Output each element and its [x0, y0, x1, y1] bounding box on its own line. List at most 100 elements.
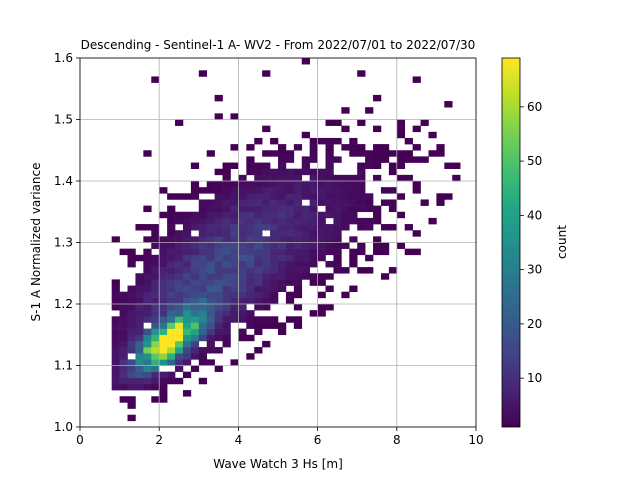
x-tick-label: 10	[468, 433, 483, 447]
heatmap-cell	[309, 199, 318, 206]
heatmap-cell	[278, 322, 287, 329]
heatmap-cell	[143, 205, 152, 213]
heatmap-cell	[254, 205, 263, 213]
heatmap-cell	[190, 353, 200, 360]
heatmap-cell	[167, 248, 176, 256]
heatmap-cell	[167, 377, 176, 385]
heatmap-cell	[222, 267, 231, 274]
heatmap-cell	[182, 347, 192, 354]
heatmap-cell	[190, 187, 200, 194]
heatmap-cell	[167, 316, 176, 323]
y-tick-label: 1.0	[54, 420, 73, 434]
heatmap-cell	[206, 230, 215, 237]
heatmap-cell	[293, 242, 303, 249]
heatmap-cell	[151, 304, 160, 311]
heatmap-cell	[167, 359, 176, 366]
heatmap-cell	[159, 304, 168, 311]
heatmap-cell	[111, 359, 120, 366]
heatmap-cell	[159, 328, 168, 336]
heatmap-cell	[143, 260, 152, 268]
heatmap-cell	[396, 125, 406, 133]
heatmap-cell	[230, 260, 239, 268]
heatmap-cell	[214, 322, 223, 329]
heatmap-cell	[278, 205, 287, 213]
heatmap-cell	[206, 205, 215, 213]
heatmap-cell	[246, 162, 255, 169]
heatmap-cell	[119, 377, 128, 385]
heatmap-cell	[293, 236, 303, 243]
heatmap-cell	[206, 254, 215, 262]
heatmap-cell	[262, 224, 271, 231]
heatmap-cell	[190, 297, 200, 305]
heatmap-cell	[182, 371, 192, 379]
heatmap-cell	[238, 297, 247, 305]
heatmap-cell	[309, 254, 318, 262]
heatmap-cell	[285, 168, 295, 176]
heatmap-cell	[135, 377, 144, 385]
heatmap-cell	[214, 199, 223, 206]
heatmap-cell	[119, 353, 128, 360]
heatmap-cell	[278, 193, 287, 200]
heatmap-cell	[254, 273, 263, 280]
heatmap-cell	[230, 187, 239, 194]
heatmap-cell	[246, 156, 255, 163]
heatmap-cell	[317, 168, 326, 176]
heatmap-cell	[428, 131, 437, 139]
heatmap-cell	[301, 168, 310, 176]
heatmap-cell	[246, 236, 255, 243]
heatmap-cell	[222, 230, 231, 237]
heatmap-cell	[143, 316, 152, 323]
heatmap-cell	[309, 193, 318, 200]
heatmap-cell	[111, 334, 120, 342]
heatmap-cell	[285, 242, 295, 249]
heatmap-cell	[206, 316, 215, 323]
heatmap-cell	[373, 205, 382, 213]
heatmap-cell	[111, 297, 120, 305]
heatmap-cell	[167, 279, 176, 286]
heatmap-cell	[190, 285, 200, 292]
heatmap-cell	[254, 187, 263, 194]
heatmap-cell	[143, 236, 152, 243]
heatmap-cell	[175, 291, 184, 299]
heatmap-cell	[230, 199, 239, 206]
heatmap-cell	[254, 236, 263, 243]
heatmap-cell	[198, 70, 208, 77]
heatmap-cell	[222, 328, 231, 336]
heatmap-cell	[412, 181, 421, 188]
heatmap-cell	[380, 199, 390, 206]
heatmap-cell	[238, 211, 247, 219]
heatmap-cell	[230, 304, 239, 311]
heatmap-cell	[222, 273, 231, 280]
heatmap-cell	[159, 377, 168, 385]
heatmap-cell	[262, 279, 271, 286]
heatmap-cell	[333, 248, 342, 256]
heatmap-cell	[182, 359, 192, 366]
heatmap-cell	[167, 236, 176, 243]
heatmap-cell	[167, 254, 176, 262]
heatmap-cell	[301, 230, 310, 237]
heatmap-cell	[278, 285, 287, 292]
heatmap-cell	[285, 187, 295, 194]
heatmap-cell	[159, 273, 168, 280]
heatmap-cell	[254, 316, 263, 323]
heatmap-cell	[246, 273, 255, 280]
heatmap-cell	[309, 310, 318, 317]
heatmap-cell	[159, 390, 168, 397]
heatmap-cell	[175, 297, 184, 305]
heatmap-cell	[190, 193, 200, 200]
heatmap-cell	[222, 291, 231, 299]
heatmap-cell	[175, 236, 184, 243]
heatmap-cell	[214, 94, 223, 102]
heatmap-cell	[190, 211, 200, 219]
heatmap-cell	[127, 396, 136, 403]
heatmap-cell	[278, 279, 287, 286]
colorbar-tick-label: 30	[527, 263, 542, 277]
heatmap-cell	[246, 199, 255, 206]
colorbar-gradient	[501, 57, 521, 428]
heatmap-cell	[143, 340, 152, 348]
heatmap-cell	[301, 211, 310, 219]
heatmap-cell	[357, 119, 366, 126]
heatmap-cell	[151, 236, 160, 243]
heatmap-cell	[262, 70, 271, 77]
heatmap-cell	[325, 137, 334, 145]
